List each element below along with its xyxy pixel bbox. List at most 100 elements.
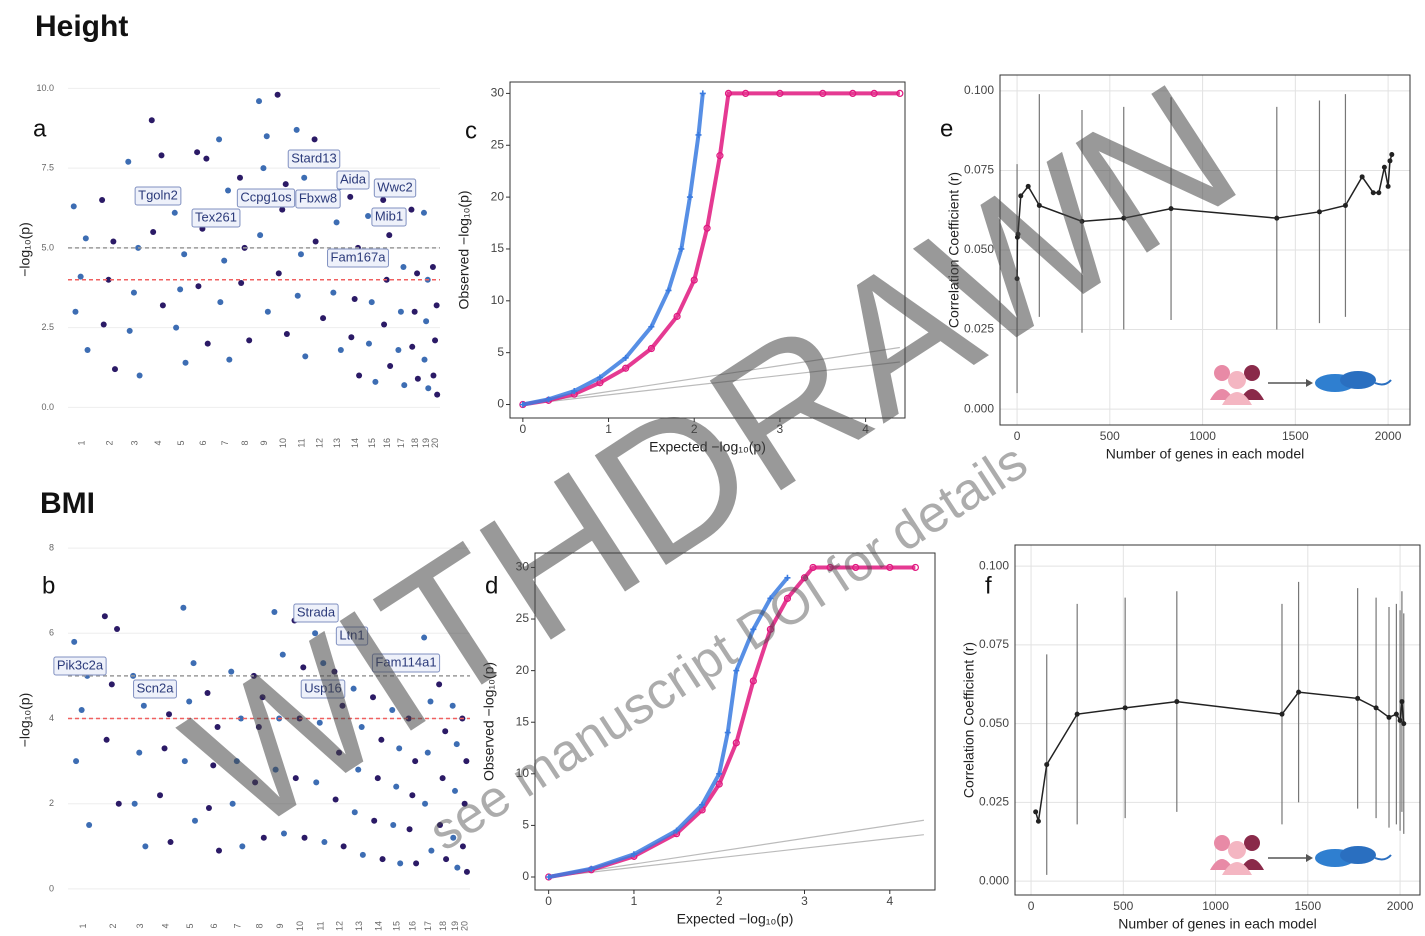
snp-point (406, 826, 413, 833)
snp-point (409, 343, 416, 350)
gene-label: Aida (340, 171, 367, 186)
correlation-point (1014, 276, 1020, 282)
snp-point (108, 681, 115, 688)
x-tick-label: 15 (367, 438, 377, 448)
x-tick-label: 10 (295, 921, 305, 931)
snp-point (450, 834, 457, 841)
gene-label: Ltn1 (339, 627, 364, 642)
correlation-point (1316, 209, 1322, 215)
snp-point (148, 117, 155, 124)
snp-point (161, 745, 168, 752)
x-tick-label: 16 (382, 438, 392, 448)
snp-point (72, 308, 79, 315)
x-tick-label: 9 (259, 440, 269, 445)
snp-point (252, 779, 259, 786)
snp-point (371, 817, 378, 824)
snp-point (279, 206, 286, 213)
snp-point (449, 702, 456, 709)
x-tick-label: 1000 (1202, 899, 1229, 913)
x-tick-label: 1 (605, 422, 612, 436)
snp-point (264, 308, 271, 315)
panel-letter: f (985, 572, 992, 599)
snp-point (210, 762, 217, 769)
snp-point (263, 133, 270, 140)
x-tick-label: 2 (716, 894, 723, 908)
x-tick-label: 12 (314, 438, 324, 448)
snp-point (70, 203, 77, 210)
snp-point (320, 315, 327, 322)
x-tick-label: 19 (450, 921, 460, 931)
correlation-point (1401, 721, 1407, 727)
x-tick-label: 1 (77, 440, 87, 445)
y-tick-label: 0.100 (964, 83, 994, 97)
snp-point (336, 749, 343, 756)
gene-label: Fam167a (331, 249, 387, 264)
snp-point (77, 273, 84, 280)
x-tick-label: 20 (430, 438, 440, 448)
x-tick-label: 11 (315, 921, 325, 930)
x-tick-label: 17 (396, 438, 406, 448)
plot-frame (509, 81, 906, 419)
snp-point (78, 706, 85, 713)
snp-point (177, 286, 184, 293)
chart-panel: a−log₁₀(p)0.02.55.07.510.01 2 3 4 5 6 7 8 9 10 11 1… (17, 83, 441, 448)
y-tick-label: 0.025 (979, 795, 1009, 809)
snp-point (351, 809, 358, 816)
y-tick-label: 4 (49, 713, 54, 723)
snp-point (393, 783, 400, 790)
gene-label-box (287, 149, 341, 169)
x-tick-label: 7 (233, 923, 243, 928)
gene-label: Fbxw8 (299, 190, 337, 205)
snp-point (454, 864, 461, 871)
panel-letter: b (42, 572, 55, 599)
snp-point (136, 749, 143, 756)
x-tick-label: 17 (423, 921, 433, 931)
x-tick-label: 14 (350, 438, 360, 448)
panel-letter: c (465, 117, 477, 144)
human-mouse-icon (1210, 835, 1392, 875)
qq-point (678, 245, 685, 252)
snp-point (348, 334, 355, 341)
snp-point (221, 257, 228, 264)
qq-point (630, 851, 637, 858)
snp-point (424, 749, 431, 756)
snp-point (150, 228, 157, 235)
snp-point (379, 856, 386, 863)
snp-point (381, 321, 388, 328)
snp-point (432, 337, 439, 344)
snp-point (237, 715, 244, 722)
chart-panel: c Observed −log₁₀(p) Expected −log₁₀(p) 0 5 1… (456, 81, 906, 455)
null-line (522, 346, 900, 406)
qq-point (767, 595, 774, 602)
snp-point (82, 235, 89, 242)
x-tick-label: 3 (135, 923, 145, 928)
y-tick-label: 15 (516, 714, 530, 728)
y-tick-label: 5 (522, 818, 529, 832)
section-title: BMI (40, 487, 95, 520)
x-tick-label: 0 (520, 422, 527, 436)
snp-point (228, 668, 235, 675)
qq-point (732, 739, 740, 747)
snp-point (421, 356, 428, 363)
snp-point (370, 694, 377, 701)
snp-point (229, 800, 236, 807)
snp-point (255, 724, 262, 731)
snp-point (302, 353, 309, 360)
snp-point (374, 775, 381, 782)
y-tick-label: 0 (49, 883, 54, 893)
snp-point (140, 702, 147, 709)
gene-label-box (133, 679, 177, 699)
snp-point (84, 347, 91, 353)
x-tick-label: 1500 (1294, 899, 1321, 913)
snp-point (293, 126, 300, 133)
y-tick-label: 8 (49, 542, 54, 552)
panel-letter: a (33, 115, 47, 142)
snp-point (434, 391, 441, 398)
x-tick-label: 3 (777, 422, 784, 436)
snp-point (292, 775, 299, 782)
qq-point (673, 827, 680, 834)
snp-point (405, 715, 412, 722)
snp-point (428, 847, 435, 854)
